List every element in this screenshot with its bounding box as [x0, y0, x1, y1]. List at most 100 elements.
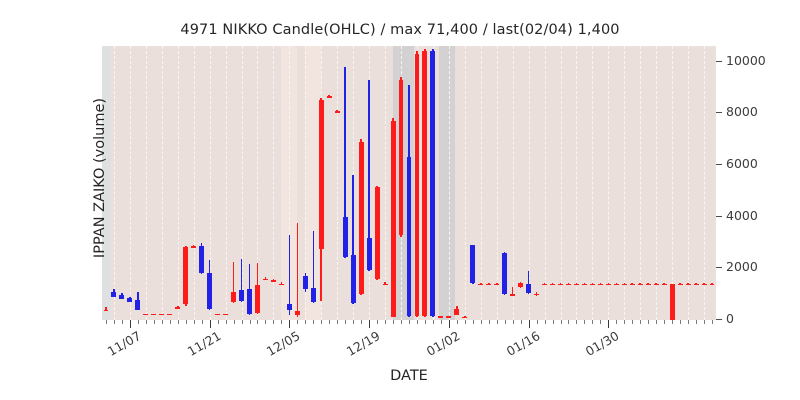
x-tick-major	[289, 320, 291, 328]
candle-doji	[278, 283, 284, 286]
x-tick-minor	[672, 320, 674, 324]
candle-wick	[272, 278, 275, 282]
x-tick-minor	[480, 320, 482, 324]
candle-doji	[701, 283, 707, 286]
gridline-vertical	[209, 46, 211, 320]
candle-wick	[567, 282, 570, 285]
x-tick-major	[528, 320, 530, 328]
candle-wick	[448, 315, 450, 317]
y-tick-mark	[716, 267, 722, 269]
candle-body	[366, 237, 372, 270]
gridline-vertical	[592, 46, 594, 320]
y-tick-mark	[716, 112, 722, 114]
x-tick-major	[209, 320, 211, 328]
y-tick-label: 0	[726, 311, 734, 326]
candle-wick	[352, 175, 354, 304]
y-tick-label: 4000	[726, 207, 758, 223]
x-tick-minor	[432, 320, 434, 324]
x-tick-major	[608, 320, 610, 328]
gridline-vertical	[608, 46, 610, 320]
gridline-vertical	[688, 46, 690, 320]
candle-doji	[326, 96, 332, 98]
candle-wick	[105, 306, 107, 311]
x-tick-minor	[552, 320, 554, 324]
gridline-vertical	[704, 46, 706, 320]
candle-doji	[693, 283, 699, 286]
candle-doji	[223, 313, 229, 316]
candle-wick	[687, 282, 689, 285]
x-tick-minor	[225, 320, 227, 324]
candle-doji	[534, 293, 540, 296]
x-tick-minor	[656, 320, 658, 324]
candle-wick	[639, 282, 642, 285]
candle-body	[183, 246, 189, 304]
x-tick-minor	[536, 320, 538, 324]
x-tick-minor	[416, 320, 418, 324]
candle-wick	[511, 287, 514, 296]
candle-body	[318, 100, 324, 249]
gridline-vertical	[193, 46, 195, 320]
candle-doji	[542, 283, 548, 286]
x-tick-minor	[185, 320, 187, 324]
candle-wick	[703, 282, 705, 285]
x-tick-minor	[520, 320, 522, 324]
gridline-vertical	[528, 46, 530, 320]
candle-wick	[384, 282, 386, 285]
x-tick-minor	[113, 320, 115, 324]
candle-body	[119, 294, 125, 299]
candle-doji	[613, 283, 619, 286]
x-tick-minor	[696, 320, 698, 324]
x-tick-minor	[233, 320, 235, 324]
x-tick-minor	[313, 320, 315, 324]
x-tick-minor	[393, 320, 395, 324]
candle-doji	[159, 313, 165, 316]
candle-wick	[663, 282, 665, 285]
x-tick-minor	[329, 320, 331, 324]
x-tick-label: 11/21	[184, 328, 224, 360]
candle-body	[390, 120, 396, 317]
x-tick-minor	[712, 320, 713, 324]
candle-body	[350, 255, 356, 304]
x-tick-minor	[704, 320, 706, 324]
candle-wick	[440, 315, 442, 317]
gridline-vertical	[177, 46, 179, 320]
candle-wick	[583, 282, 586, 285]
gridline-vertical	[113, 46, 115, 320]
candle-doji	[143, 313, 149, 316]
x-tick-minor	[353, 320, 355, 324]
candle-wick	[559, 282, 562, 285]
background-band-light	[305, 46, 322, 320]
candle-doji	[677, 283, 683, 286]
candle-body	[127, 297, 133, 302]
plot-area	[102, 46, 716, 320]
candle-doji	[566, 283, 571, 286]
candle-doji	[167, 313, 173, 316]
candle-wick	[495, 282, 498, 285]
x-tick-minor	[632, 320, 634, 324]
candle-doji	[550, 283, 555, 286]
x-tick-label: 12/19	[343, 328, 383, 360]
candle-body	[414, 53, 420, 317]
candle-doji	[334, 111, 340, 113]
candle-body	[422, 51, 428, 317]
candle-body	[231, 291, 237, 302]
x-tick-minor	[305, 320, 307, 324]
x-tick-minor	[217, 320, 219, 324]
candle-doji	[709, 283, 715, 286]
y-tick-label: 2000	[726, 259, 758, 275]
gridline-vertical	[464, 46, 466, 320]
x-tick-minor	[273, 320, 275, 324]
candle-doji	[270, 280, 276, 282]
x-tick-minor	[592, 320, 594, 324]
x-tick-minor	[193, 320, 195, 324]
candle-doji	[621, 283, 627, 286]
gridline-vertical	[560, 46, 562, 320]
gridline-vertical	[225, 46, 227, 320]
gridline-vertical	[480, 46, 482, 320]
gridline-vertical	[496, 46, 498, 320]
x-tick-minor	[409, 320, 410, 324]
x-tick-minor	[145, 320, 147, 324]
candle-wick	[296, 223, 299, 317]
candle-wick	[679, 282, 681, 285]
